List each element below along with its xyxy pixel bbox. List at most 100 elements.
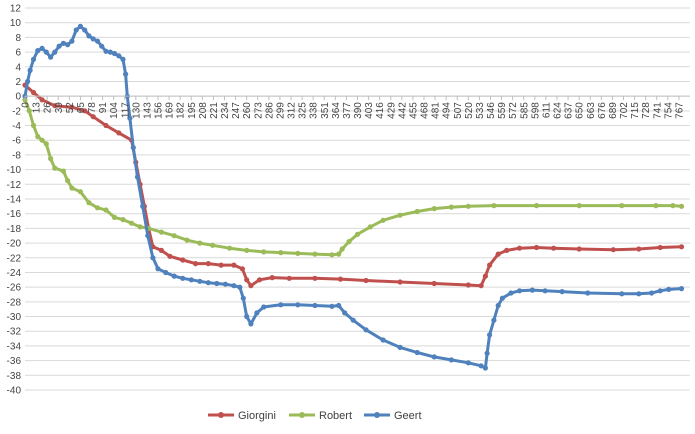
data-point	[312, 251, 318, 257]
series-giorgini	[22, 82, 685, 289]
legend-item-geert: Geert	[364, 410, 422, 422]
x-axis-tick-labels: 0 13 26 39 52 65 78 91 104 117 130 143 156 169 182 195 2…	[21, 102, 686, 119]
data-point	[130, 145, 136, 151]
data-point	[478, 283, 484, 289]
data-point	[231, 283, 237, 289]
x-tick-label: 325	[298, 102, 309, 119]
data-point	[35, 134, 41, 140]
data-point	[312, 302, 318, 309]
data-point	[107, 49, 113, 55]
data-point	[380, 217, 386, 223]
data-point	[69, 104, 75, 110]
data-point	[414, 208, 420, 215]
y-tick-label: 4	[15, 62, 21, 73]
y-tick-label: -30	[7, 312, 22, 323]
data-point	[227, 245, 233, 251]
x-tick-label: 481	[431, 102, 442, 119]
legend-label: Giorgini	[238, 410, 276, 422]
data-point	[205, 280, 211, 286]
data-point	[431, 206, 437, 212]
data-point	[465, 203, 471, 209]
data-point	[269, 275, 275, 281]
data-point	[657, 244, 663, 251]
x-tick-label: 52	[65, 102, 76, 114]
x-tick-label: 702	[619, 102, 630, 119]
x-tick-label: 663	[586, 102, 597, 119]
y-tick-label: -10	[7, 165, 22, 176]
data-point	[48, 156, 54, 162]
x-tick-label: 338	[309, 102, 320, 119]
data-point	[529, 287, 535, 293]
x-tick-label: 754	[663, 102, 674, 119]
data-point	[77, 189, 83, 195]
data-point	[210, 242, 216, 248]
data-point	[346, 239, 352, 245]
y-tick-label: -20	[7, 239, 22, 250]
x-tick-label: 130	[131, 102, 142, 119]
data-point	[26, 108, 32, 114]
x-tick-label: 182	[176, 102, 187, 119]
data-point	[619, 291, 625, 297]
data-point	[52, 49, 58, 55]
data-point	[111, 50, 118, 57]
x-tick-label: 741	[652, 102, 663, 119]
data-point	[244, 277, 250, 283]
x-tick-label: 13	[32, 102, 43, 114]
data-point	[39, 97, 45, 103]
data-point	[116, 53, 122, 59]
data-point	[666, 286, 672, 292]
y-tick-label: 2	[15, 77, 21, 88]
data-point	[516, 288, 523, 294]
y-axis-tick-labels: 12 10 8 6 4 2 0 -2 -4 -6 -8 -10 -12 -14 -16 -18 -20 -22 -2…	[7, 4, 22, 397]
y-tick-label: -12	[7, 180, 22, 191]
data-point	[158, 229, 164, 235]
x-tick-label: 26	[43, 102, 54, 114]
data-point	[256, 277, 263, 283]
x-tick-label: 117	[120, 102, 131, 118]
data-point	[491, 317, 497, 323]
data-point	[27, 67, 33, 73]
data-point	[73, 27, 79, 33]
data-point	[499, 295, 505, 301]
data-point	[120, 56, 126, 63]
series-line	[23, 98, 683, 257]
data-point	[487, 262, 493, 268]
data-point	[678, 244, 685, 250]
data-point	[129, 220, 135, 226]
data-point	[222, 281, 228, 287]
data-point	[39, 45, 45, 52]
x-tick-label: 65	[76, 102, 87, 114]
data-point	[231, 262, 237, 268]
data-point	[30, 122, 37, 129]
y-tick-label: -4	[12, 121, 21, 132]
data-point	[551, 245, 557, 251]
data-point	[495, 302, 501, 309]
data-point	[65, 42, 71, 48]
y-tick-label: -24	[7, 268, 22, 279]
data-point	[312, 275, 318, 281]
data-point	[150, 255, 156, 261]
data-point	[69, 38, 75, 44]
data-point	[414, 349, 420, 356]
x-tick-label: 221	[209, 102, 220, 119]
x-tick-label: 195	[187, 102, 198, 119]
data-point	[103, 122, 109, 129]
data-point	[336, 302, 342, 309]
data-point	[52, 103, 58, 109]
data-point	[69, 185, 75, 191]
data-point	[248, 283, 254, 289]
x-tick-label: 650	[575, 102, 586, 119]
data-point	[65, 178, 71, 184]
series-lines	[22, 23, 685, 371]
data-point	[184, 237, 190, 243]
data-point	[542, 288, 548, 294]
data-point	[48, 54, 54, 60]
y-tick-label: -18	[7, 224, 22, 235]
x-tick-label: 78	[87, 102, 98, 114]
y-tick-label: -26	[7, 283, 22, 294]
data-point	[120, 217, 126, 223]
data-point	[329, 252, 335, 258]
data-point	[192, 261, 199, 267]
x-tick-label: 455	[408, 102, 419, 119]
data-point	[508, 290, 514, 296]
